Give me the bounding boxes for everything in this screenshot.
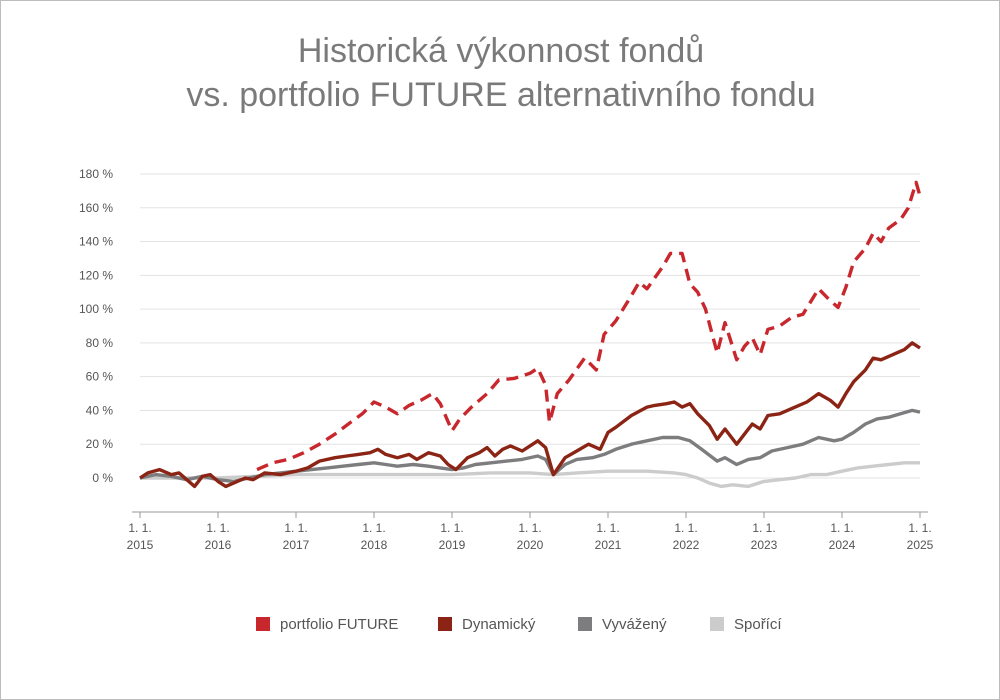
- x-tick-label-year: 2016: [205, 538, 232, 552]
- x-tick-label-day: 1. 1.: [752, 521, 775, 535]
- legend-layer: portfolio FUTURE Dynamický Vyvážený Spořící: [256, 616, 782, 633]
- series-line-2: [139, 341, 921, 489]
- chart-title-line1: Historická výkonnost fondů: [297, 32, 705, 70]
- y-tick-label: 120 %: [79, 268, 113, 282]
- x-tick-label-year: 2022: [673, 538, 700, 552]
- x-tick-label-day: 1. 1.: [908, 521, 931, 535]
- x-tick-label-day: 1. 1.: [206, 521, 229, 535]
- y-tick-label: 160 %: [79, 201, 113, 215]
- grid-layer: [140, 173, 920, 479]
- x-tick-label-day: 1. 1.: [596, 521, 619, 535]
- legend-label: Dynamický: [462, 616, 536, 633]
- x-tick-label-day: 1. 1.: [362, 521, 385, 535]
- x-tick-label-day: 1. 1.: [128, 521, 151, 535]
- chart-title: Historická výkonnost fondů vs. portfolio…: [1, 29, 1000, 117]
- chart-title-line2: vs. portfolio FUTURE alternativního fond…: [186, 76, 816, 114]
- legend-swatch: [578, 617, 592, 631]
- y-tick-label: 20 %: [86, 437, 114, 451]
- x-tick-label-year: 2018: [361, 538, 388, 552]
- series-layer: [139, 180, 922, 489]
- series-line-1: [256, 180, 922, 472]
- axis-layer: 0 % 20 % 40 % 60 % 80 % 100 % 120 % 140 % 160 % 1…: [79, 167, 934, 552]
- legend-swatch: [710, 617, 724, 631]
- y-tick-label: 100 %: [79, 302, 113, 316]
- legend-swatch: [256, 617, 270, 631]
- legend-label: Spořící: [734, 616, 782, 633]
- legend-label: portfolio FUTURE: [280, 616, 398, 633]
- x-tick-label-year: 2024: [829, 538, 856, 552]
- x-tick-label-year: 2020: [517, 538, 544, 552]
- y-tick-label: 140 %: [79, 235, 113, 249]
- x-tick-label-day: 1. 1.: [284, 521, 307, 535]
- x-tick-label-year: 2025: [907, 538, 934, 552]
- x-tick-label-day: 1. 1.: [518, 521, 541, 535]
- y-tick-label: 40 %: [86, 403, 114, 417]
- y-tick-label: 80 %: [86, 336, 114, 350]
- y-tick-label: 60 %: [86, 370, 114, 384]
- x-tick-label-year: 2023: [751, 538, 778, 552]
- x-tick-label-year: 2017: [283, 538, 310, 552]
- y-tick-label: 180 %: [79, 167, 113, 181]
- x-tick-label-day: 1. 1.: [830, 521, 853, 535]
- x-tick-label-day: 1. 1.: [440, 521, 463, 535]
- series-line-4: [140, 461, 920, 489]
- legend-label: Vyvážený: [602, 616, 667, 633]
- x-tick-label-year: 2021: [595, 538, 622, 552]
- legend-swatch: [438, 617, 452, 631]
- y-tick-label: 0 %: [92, 471, 113, 485]
- x-tick-label-year: 2015: [127, 538, 154, 552]
- x-tick-label-year: 2019: [439, 538, 466, 552]
- x-tick-label-day: 1. 1.: [674, 521, 697, 535]
